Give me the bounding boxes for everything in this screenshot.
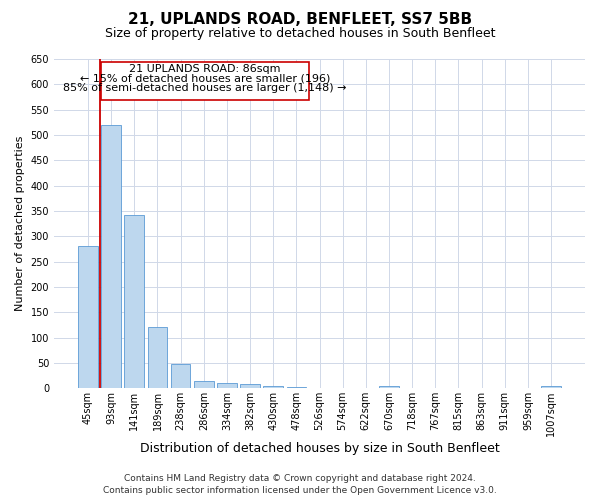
- Bar: [287, 387, 306, 388]
- Bar: [379, 386, 399, 388]
- Y-axis label: Number of detached properties: Number of detached properties: [15, 136, 25, 312]
- Bar: [541, 386, 561, 388]
- Text: Contains HM Land Registry data © Crown copyright and database right 2024.
Contai: Contains HM Land Registry data © Crown c…: [103, 474, 497, 495]
- Bar: [78, 246, 98, 388]
- Text: 21 UPLANDS ROAD: 86sqm: 21 UPLANDS ROAD: 86sqm: [129, 64, 281, 74]
- Text: ← 15% of detached houses are smaller (196): ← 15% of detached houses are smaller (19…: [80, 74, 330, 84]
- Bar: [101, 125, 121, 388]
- FancyBboxPatch shape: [101, 62, 309, 100]
- Bar: [263, 386, 283, 388]
- Bar: [171, 364, 190, 388]
- X-axis label: Distribution of detached houses by size in South Benfleet: Distribution of detached houses by size …: [140, 442, 499, 455]
- Text: Size of property relative to detached houses in South Benfleet: Size of property relative to detached ho…: [105, 28, 495, 40]
- Text: 85% of semi-detached houses are larger (1,148) →: 85% of semi-detached houses are larger (…: [63, 84, 347, 94]
- Bar: [240, 384, 260, 388]
- Bar: [148, 328, 167, 388]
- Text: 21, UPLANDS ROAD, BENFLEET, SS7 5BB: 21, UPLANDS ROAD, BENFLEET, SS7 5BB: [128, 12, 472, 28]
- Bar: [194, 380, 214, 388]
- Bar: [124, 214, 144, 388]
- Bar: [217, 383, 237, 388]
